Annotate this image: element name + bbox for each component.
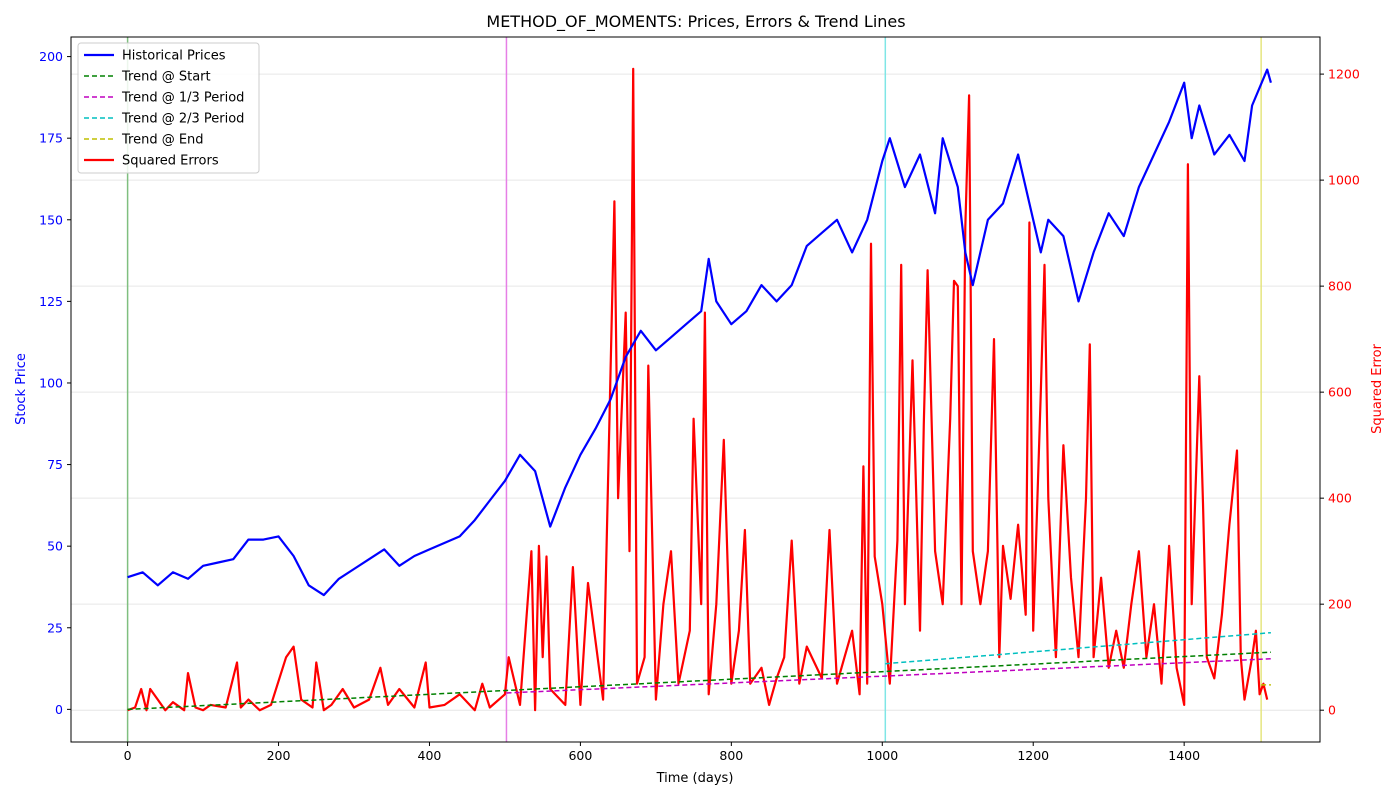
plot-frame (70, 36, 1321, 743)
series-line-trend-2-3-period (885, 631, 1271, 665)
legend-label: Trend @ End (121, 133, 204, 148)
legend-label: Squared Errors (122, 154, 219, 169)
legend: Historical Prices Trend @ Start Trend @ 1/… (77, 42, 260, 174)
left-y-tick-label: 25 (47, 620, 63, 635)
x-tick-label: 400 (418, 748, 442, 763)
right-y-tick-label: 0 (1328, 703, 1336, 718)
left-y-axis-ticks: 0 25 50 75 100 125 150 175 200 (39, 49, 71, 717)
series-line-trend-start (127, 651, 1271, 711)
x-tick-label: 1000 (866, 748, 898, 763)
x-axis-label: Time (days) (656, 771, 734, 786)
x-axis-ticks: 0 200 400 600 800 1000 1200 1400 (124, 742, 1200, 763)
right-y-tick-label: 600 (1328, 385, 1352, 400)
legend-box (77, 42, 260, 174)
left-y-tick-label: 75 (47, 457, 63, 472)
x-tick-label: 0 (124, 748, 132, 763)
right-y-tick-label: 400 (1328, 491, 1352, 506)
legend-label: Trend @ 1/3 Period (121, 91, 244, 106)
legend-label: Trend @ 2/3 Period (121, 112, 244, 127)
grid-lines (71, 73, 1320, 711)
chart-title: METHOD_OF_MOMENTS: Prices, Errors & Tren… (486, 12, 905, 32)
left-y-tick-label: 175 (39, 131, 63, 146)
legend-label: Trend @ Start (121, 70, 211, 85)
x-tick-label: 600 (568, 748, 592, 763)
series-line-squared-errors (127, 67, 1269, 712)
right-y-tick-label: 1200 (1328, 67, 1360, 82)
left-y-tick-label: 200 (39, 49, 63, 64)
x-tick-label: 800 (719, 748, 743, 763)
x-tick-label: 200 (267, 748, 291, 763)
left-y-tick-label: 150 (39, 212, 63, 227)
left-y-axis-label: Stock Price (14, 353, 29, 425)
right-y-axis-ticks: 0 200 400 600 800 1000 1200 (1320, 67, 1360, 718)
x-tick-label: 1400 (1168, 748, 1200, 763)
left-y-tick-label: 50 (47, 539, 63, 554)
legend-label: Historical Prices (122, 49, 226, 64)
left-y-tick-label: 100 (39, 375, 63, 390)
right-y-axis-label: Squared Error (1370, 343, 1385, 433)
series-line-historical-prices (127, 68, 1272, 597)
x-tick-label: 1200 (1017, 748, 1049, 763)
left-y-tick-label: 0 (55, 702, 63, 717)
series-lines (127, 67, 1272, 712)
right-y-tick-label: 800 (1328, 279, 1352, 294)
right-y-tick-label: 1000 (1328, 173, 1360, 188)
left-y-tick-label: 125 (39, 294, 63, 309)
right-y-tick-label: 200 (1328, 597, 1352, 612)
